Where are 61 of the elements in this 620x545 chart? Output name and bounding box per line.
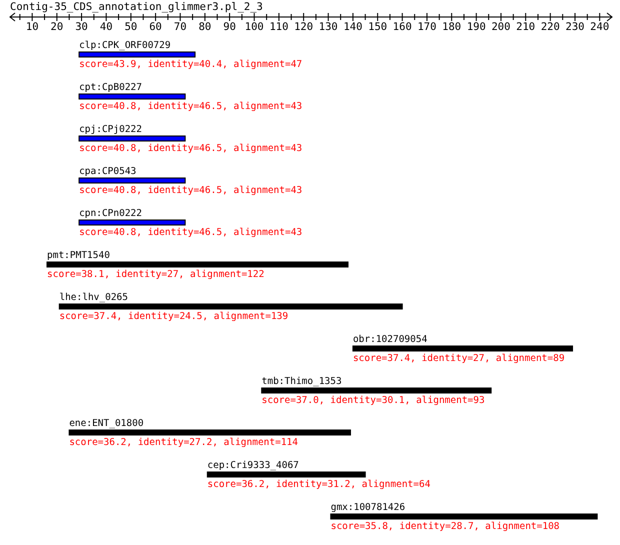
y-tick-label: tmb:Thimo_1353 <box>262 376 342 387</box>
bar <box>78 178 186 184</box>
x-tick-label: 20 <box>50 21 64 33</box>
y-tick-label: lhe:lhv_0265 <box>59 292 128 303</box>
bar <box>261 388 492 394</box>
bar <box>46 262 349 268</box>
x-tick-label: 140 <box>343 21 362 33</box>
data-label: score=37.0, identity=30.1, alignment=93 <box>262 395 485 406</box>
x-tick-label: 30 <box>75 21 88 33</box>
x-tick-label: 10 <box>26 21 39 33</box>
bar <box>78 136 186 142</box>
bar <box>68 430 351 436</box>
x-tick-label: 80 <box>198 21 212 33</box>
y-tick-label: cpa:CP0543 <box>79 166 136 177</box>
y-tick-label: cpj:CPj0222 <box>79 124 142 135</box>
bar <box>352 346 574 352</box>
x-tick-label: 60 <box>149 21 162 33</box>
x-tick-label: 150 <box>368 21 388 33</box>
bar <box>78 94 186 100</box>
data-label: score=38.1, identity=27, alignment=122 <box>47 269 264 280</box>
data-label: score=40.8, identity=46.5, alignment=43 <box>79 101 302 112</box>
data-label: score=37.4, identity=27, alignment=89 <box>352 353 565 364</box>
data-label: score=35.8, identity=28.7, alignment=108 <box>330 521 560 532</box>
y-tick-label: ene:ENT_01800 <box>69 418 144 429</box>
y-tick-label: cpt:CpB0227 <box>79 82 142 93</box>
x-tick-label: 70 <box>174 21 187 33</box>
x-tick-label: 40 <box>100 21 113 33</box>
chart-title: Contig-35_CDS_annotation_glimmer3.pl_2_3 <box>10 1 263 13</box>
bar <box>58 304 403 310</box>
y-tick-label: cep:Cri9333_4067 <box>207 460 299 471</box>
data-label: score=36.2, identity=27.2, alignment=114 <box>69 437 298 448</box>
x-tick-label: 210 <box>516 21 536 33</box>
x-tick-label: 100 <box>244 21 264 33</box>
y-tick-label: cpn:CPn0222 <box>79 208 142 219</box>
y-tick-label: gmx:100781426 <box>330 502 406 513</box>
x-tick-label: 90 <box>223 21 236 33</box>
x-tick-label: 200 <box>491 21 510 33</box>
y-tick-label: obr:102709054 <box>352 334 428 345</box>
bar <box>206 472 366 478</box>
x-tick-label: 230 <box>566 21 584 33</box>
x-tick-label: 220 <box>540 21 560 33</box>
data-label: score=36.2, identity=31.2, alignment=64 <box>207 479 431 490</box>
x-tick-label: 180 <box>442 21 462 33</box>
x-tick-label: 170 <box>417 21 436 33</box>
x-tick-label: 160 <box>392 21 412 33</box>
data-label: score=43.9, identity=40.4, alignment=47 <box>79 59 302 70</box>
x-tick-label: 50 <box>124 21 138 33</box>
bar <box>78 52 196 58</box>
data-label: score=37.4, identity=24.5, alignment=139 <box>59 311 288 322</box>
x-tick-label: 110 <box>269 21 288 33</box>
data-label: score=40.8, identity=46.5, alignment=43 <box>79 185 302 196</box>
x-tick-label: 190 <box>466 21 486 33</box>
x-tick-label: 130 <box>318 21 338 33</box>
data-label: score=40.8, identity=46.5, alignment=43 <box>79 143 302 154</box>
y-tick-label: clp:CPK_ORF00729 <box>79 40 171 51</box>
data-label: score=40.8, identity=46.5, alignment=43 <box>79 227 302 238</box>
bar <box>330 514 598 520</box>
x-tick-label: 120 <box>294 21 314 33</box>
y-tick-label: pmt:PMT1540 <box>47 250 110 261</box>
bar <box>78 220 186 226</box>
x-tick-label: 240 <box>590 21 610 33</box>
